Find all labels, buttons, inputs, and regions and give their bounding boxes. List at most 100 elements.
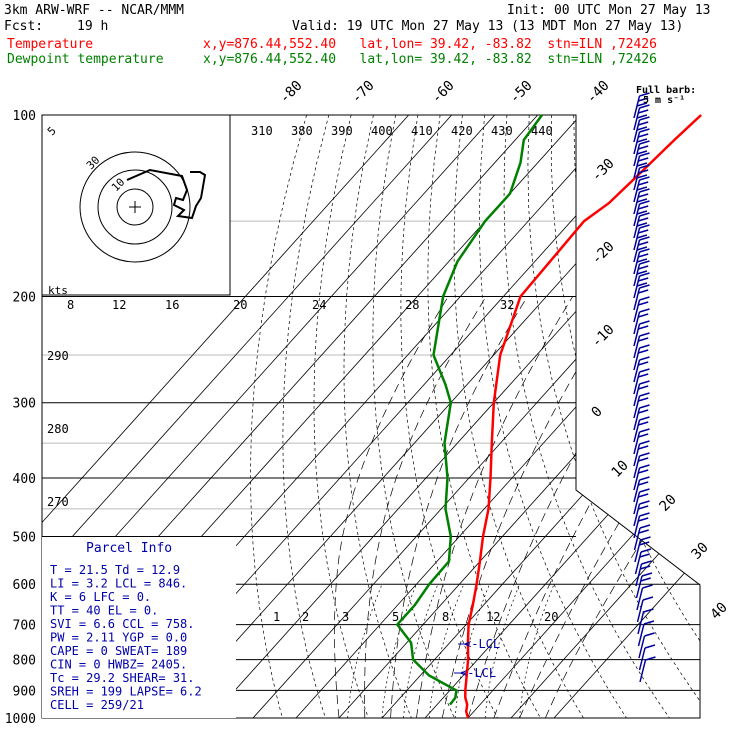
isotherm-label: -80 <box>277 78 306 107</box>
hodo-speed-label: 20 <box>233 298 247 312</box>
wind-barb <box>633 155 641 179</box>
wind-barb-flag <box>637 337 649 342</box>
wind-barb-flag <box>636 258 648 263</box>
hodo-ring-outer <box>79 151 191 263</box>
mixing-ratio-label: 5 <box>392 610 399 624</box>
wind-barb-flag <box>637 241 649 246</box>
wind-barb-flag <box>639 356 650 361</box>
wind-barb-flag <box>637 505 649 510</box>
wind-barb-flag <box>636 174 648 179</box>
isotherm-label: -70 <box>349 78 378 107</box>
hodo-ring-inner <box>116 188 154 226</box>
dry-adiabat <box>479 115 627 718</box>
wind-barb-flag <box>637 313 649 318</box>
wind-barb <box>637 623 645 647</box>
wind-barb <box>633 179 641 203</box>
parcel-info-row: T = 21.5 Td = 12.9 <box>50 563 180 577</box>
moist-adiabat <box>519 296 700 718</box>
dry-adiabat <box>250 115 307 718</box>
wind-barb-flag <box>640 548 652 553</box>
wind-barb-flag <box>639 524 651 529</box>
wind-barb <box>633 443 641 467</box>
theta-label: 290 <box>47 349 69 363</box>
wind-barb <box>633 515 641 539</box>
wind-barb-flag <box>639 92 650 97</box>
wind-barb-flag <box>636 198 648 203</box>
wind-barb-flag <box>637 361 649 366</box>
mixing-ratio-label: 8 <box>442 610 449 624</box>
hodo-speed-label: 24 <box>312 298 326 312</box>
theta-label: 280 <box>47 422 69 436</box>
wind-barb-flag <box>637 181 649 186</box>
wind-barb <box>634 539 642 563</box>
wind-barb <box>633 215 641 239</box>
temperature-info: x,y=876.44,552.40 lat,lon= 39.42, -83.82… <box>203 37 657 52</box>
moist-adiabat <box>334 296 449 718</box>
wind-barb-flag <box>637 217 649 222</box>
wind-barb-flag <box>642 584 653 589</box>
pressure-tick-label: 400 <box>13 472 36 487</box>
isotherm-label: 10 <box>609 458 632 481</box>
isotherm <box>424 115 700 718</box>
parcel-info-row: TT = 40 EL = 0. <box>50 604 158 618</box>
wind-barb-flag <box>636 102 648 107</box>
dry-adiabat <box>684 115 700 718</box>
wind-barb <box>633 359 641 383</box>
pressure-tick-label: 800 <box>13 654 36 669</box>
theta-label: 270 <box>47 495 69 509</box>
hodo-speed-label: 12 <box>112 298 126 312</box>
isotherm <box>467 115 700 718</box>
wind-barb-flag <box>639 140 650 145</box>
hodo-speed-label: 16 <box>165 298 179 312</box>
isotherm <box>381 115 700 718</box>
wind-barb-flag <box>637 409 649 414</box>
wind-barb-flag <box>636 270 648 275</box>
wind-barb-flag <box>642 596 654 601</box>
wind-barb-flag <box>645 656 656 661</box>
dry-adiabat <box>503 115 670 718</box>
wind-barb <box>633 467 641 491</box>
wind-barb-flag <box>639 440 650 445</box>
wind-barb <box>633 251 641 275</box>
wind-barb-flag <box>639 200 650 205</box>
isotherm <box>510 115 700 718</box>
hodo-speed-label: 28 <box>405 298 419 312</box>
wind-barb-flag <box>637 385 649 390</box>
dry-adiabat <box>662 115 700 718</box>
isotherm <box>166 115 700 718</box>
wind-barb <box>634 551 642 575</box>
isotherm <box>295 115 700 718</box>
wind-barb <box>633 275 641 299</box>
wind-barb-flag <box>640 536 651 541</box>
wind-barb-flag <box>639 392 650 397</box>
wind-barb-flag <box>639 224 650 229</box>
wind-barb <box>633 95 641 119</box>
wind-barb-flag <box>639 428 650 433</box>
wind-barb-flag <box>636 162 648 167</box>
wind-barb-flag <box>639 284 650 289</box>
wind-barb <box>633 419 641 443</box>
mixing-ratio-label: 3 <box>342 610 349 624</box>
fcst-label: Fcst: <box>4 19 44 34</box>
wind-barb <box>637 611 645 635</box>
wind-barb-flag <box>639 152 650 157</box>
wind-barb <box>633 347 641 371</box>
dry-adiabat <box>550 115 700 718</box>
wind-barb-flag <box>639 308 650 313</box>
wind-barb-flag <box>639 500 650 505</box>
mixing-ratio-label: 12 <box>486 610 500 624</box>
wind-barb-flag <box>637 397 649 402</box>
wind-barb-flag <box>637 457 649 462</box>
wind-barb-flag <box>639 344 650 349</box>
isotherm-label: -20 <box>589 239 618 268</box>
wind-barb <box>636 599 644 623</box>
wind-barb <box>633 299 641 323</box>
wind-barb-flag <box>637 145 649 150</box>
wind-barb-flag <box>639 464 650 469</box>
wind-barb-flag <box>636 138 648 143</box>
model-title: 3km ARW-WRF -- NCAR/MMM <box>4 3 185 18</box>
wind-barb-flag <box>637 109 649 114</box>
isotherm <box>42 115 452 718</box>
